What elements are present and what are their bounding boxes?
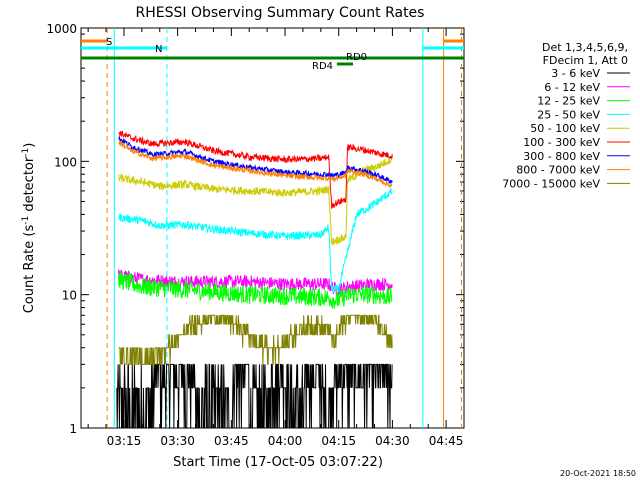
series-50-100-kev-line [118, 155, 393, 246]
x-tick-label: 04:15 [321, 434, 356, 448]
x-tick-label: 04:30 [375, 434, 410, 448]
chart-title: RHESSI Observing Summary Count Rates [136, 5, 425, 21]
series-7000-15000-kev-line [118, 314, 393, 365]
rd4-label: RD4 [312, 61, 333, 72]
y-tick-label: 10 [62, 289, 77, 303]
saa-label: S [106, 37, 112, 48]
x-tick-label: 04:00 [268, 434, 303, 448]
series-800-7000-kev-line [118, 140, 393, 188]
x-axis-label: Start Time (17-Oct-05 03:07:22) [173, 455, 383, 470]
legend-label-800-7000-kev: 800 - 7000 keV [516, 164, 600, 177]
series-6-12-kev-line [118, 269, 393, 297]
series-25-50-kev-line [118, 187, 393, 293]
legend-label-6-12-kev: 6 - 12 keV [544, 81, 600, 94]
x-tick-label: 04:45 [429, 434, 464, 448]
series-100-300-kev-line [118, 130, 393, 210]
legend-label-100-300-kev: 100 - 300 keV [523, 136, 600, 149]
y-tick-label: 100 [54, 155, 77, 169]
y-tick-label: 1000 [46, 22, 77, 36]
series-3-6-kev-line [116, 363, 393, 429]
legend-label-7000-15000-kev: 7000 - 15000 keV [502, 177, 600, 190]
rd0-label: RD0 [346, 52, 367, 63]
series-12-25-kev-line [118, 271, 393, 309]
x-tick-label: 03:30 [160, 434, 195, 448]
legend-header-line-2: FDecim 1, Att 0 [543, 54, 628, 67]
legend-label-3-6-kev: 3 - 6 keV [551, 67, 600, 80]
legend-label-300-800-kev: 300 - 800 keV [523, 150, 600, 163]
legend: Det 1,3,4,5,6,9, FDecim 1, Att 0 3 - 6 k… [502, 41, 630, 190]
x-tick-label: 03:45 [214, 434, 249, 448]
legend-label-50-100-kev: 50 - 100 keV [530, 122, 600, 135]
legend-header-line-1: Det 1,3,4,5,6,9, [542, 41, 628, 54]
timestamp-label: 20-Oct-2021 18:50 [560, 469, 636, 478]
y-tick-label: 1 [69, 422, 77, 436]
x-tick-label: 03:15 [107, 434, 142, 448]
y-axis-label: Count Rate (s-1 detector-1) [21, 143, 37, 314]
series-group [116, 130, 393, 429]
legend-label-25-50-kev: 25 - 50 keV [537, 108, 600, 121]
legend-label-12-25-kev: 12 - 25 keV [537, 95, 600, 108]
night-label: N [155, 44, 162, 55]
